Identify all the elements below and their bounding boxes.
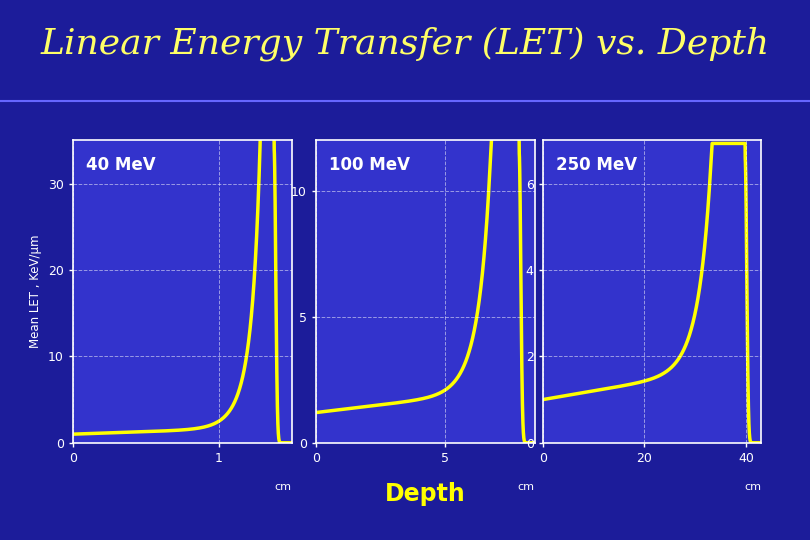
Text: 100 MeV: 100 MeV xyxy=(329,156,410,173)
Text: 40 MeV: 40 MeV xyxy=(86,156,156,173)
Text: cm: cm xyxy=(744,482,761,492)
Text: Linear Energy Transfer (LET) vs. Depth: Linear Energy Transfer (LET) vs. Depth xyxy=(40,26,769,61)
Text: cm: cm xyxy=(275,482,292,492)
Text: Depth: Depth xyxy=(385,482,466,506)
Text: 250 MeV: 250 MeV xyxy=(556,156,637,173)
Text: cm: cm xyxy=(518,482,535,492)
Y-axis label: Mean LET , KeV/μm: Mean LET , KeV/μm xyxy=(29,235,42,348)
